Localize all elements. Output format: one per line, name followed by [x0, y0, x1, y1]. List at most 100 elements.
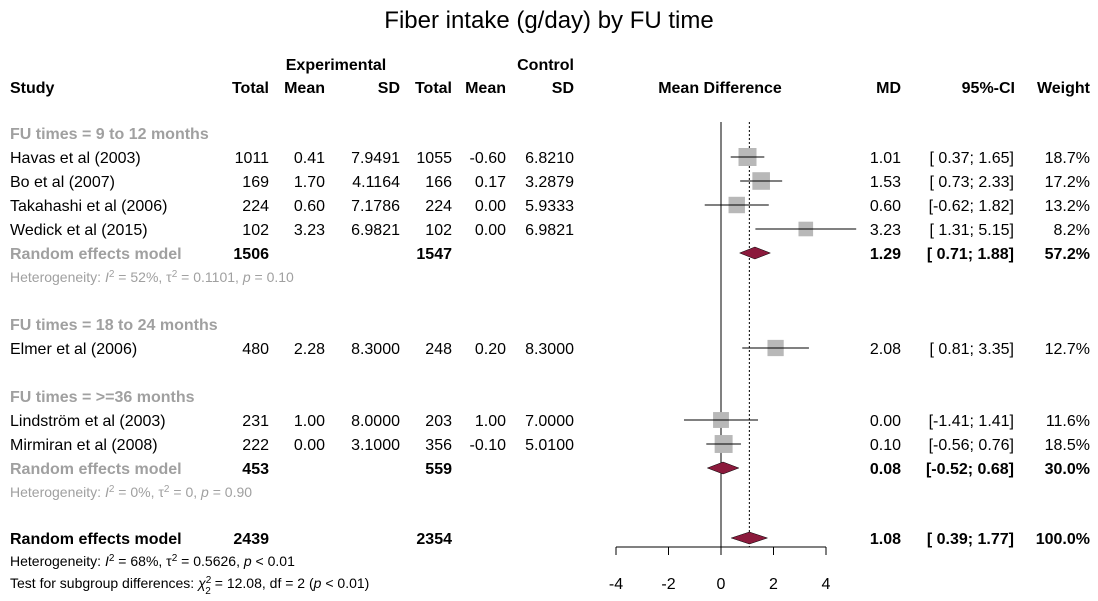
heterogeneity-part: 0.01: [268, 553, 295, 569]
header-md: MD: [876, 80, 901, 97]
heterogeneity-part: 2: [164, 484, 170, 495]
model-label: Random effects model: [10, 531, 182, 548]
ctrl-sd: 5.0100: [525, 437, 574, 454]
subgroup-test-part: 2: [205, 586, 211, 597]
exp-total: 169: [242, 174, 269, 191]
model-ctrl-total: 559: [425, 461, 452, 478]
ctrl-mean: -0.60: [470, 150, 507, 167]
heterogeneity-part: 2: [172, 269, 178, 280]
exp-mean: 0.41: [294, 150, 325, 167]
heterogeneity-part: 68%: [130, 553, 158, 569]
model-md: 0.08: [870, 461, 901, 478]
heterogeneity-part: =: [251, 269, 267, 285]
exp-mean: 0.60: [294, 198, 325, 215]
model-ctrl-total: 1547: [416, 246, 452, 263]
subgroup-test-part: 12.08: [227, 575, 262, 591]
heterogeneity-part: 52%: [130, 269, 158, 285]
heterogeneity-part: 0.90: [225, 484, 252, 500]
heterogeneity-part: p: [200, 484, 209, 500]
heterogeneity-part: 0.5626: [193, 553, 236, 569]
heterogeneity-text: Heterogeneity: I2 = 0%, τ2 = 0, p = 0.90: [10, 484, 252, 501]
subgroup-label: FU times = 9 to 12 months: [10, 126, 209, 143]
heterogeneity-part: Heterogeneity:: [10, 553, 105, 569]
model-ctrl-total: 2354: [416, 531, 452, 548]
ctrl-mean: 1.00: [475, 413, 506, 430]
model-weight: 100.0%: [1036, 531, 1090, 548]
heterogeneity-part: 2: [109, 269, 115, 280]
subgroup-label: FU times = 18 to 24 months: [10, 317, 218, 334]
heterogeneity-part: ,: [236, 553, 244, 569]
chart-title: Fiber intake (g/day) by FU time: [384, 7, 713, 34]
header-ci: 95%-CI: [962, 80, 1015, 97]
md-value: 1.01: [870, 150, 901, 167]
ctrl-total: 224: [425, 198, 452, 215]
heterogeneity-part: Heterogeneity:: [10, 484, 105, 500]
exp-sd: 8.0000: [351, 413, 400, 430]
heterogeneity-part: =: [114, 484, 130, 500]
heterogeneity-part: =: [169, 484, 185, 500]
header-ctrl-total: Total: [415, 80, 452, 97]
ctrl-mean: 0.00: [475, 222, 506, 239]
md-value: 0.00: [870, 413, 901, 430]
ctrl-sd: 3.2879: [525, 174, 574, 191]
ctrl-total: 248: [425, 341, 452, 358]
ctrl-total: 166: [425, 174, 452, 191]
heterogeneity-part: p: [242, 269, 251, 285]
heterogeneity-part: I: [105, 269, 109, 285]
md-value: 3.23: [870, 222, 901, 239]
ci-value: [ 1.31; 5.15]: [929, 222, 1014, 239]
weight-value: 8.2%: [1054, 222, 1090, 239]
study-label: Havas et al (2003): [10, 150, 141, 167]
heterogeneity-text: Heterogeneity: I2 = 52%, τ2 = 0.1101, p …: [10, 269, 294, 286]
model-label: Random effects model: [10, 461, 182, 478]
ci-value: [-0.62; 1.82]: [929, 198, 1014, 215]
heterogeneity-part: 2: [109, 553, 115, 564]
x-tick-label: 2: [769, 576, 778, 593]
header-exp-total: Total: [232, 80, 269, 97]
md-value: 0.60: [870, 198, 901, 215]
ctrl-total: 203: [425, 413, 452, 430]
exp-mean: 3.23: [294, 222, 325, 239]
subgroup-test-part: <: [321, 575, 337, 591]
study-label: Mirmiran et al (2008): [10, 437, 158, 454]
heterogeneity-part: 0%: [130, 484, 150, 500]
subgroup-test-part: p: [313, 575, 322, 591]
heterogeneity-part: =: [177, 553, 193, 569]
exp-total: 1011: [235, 150, 270, 167]
subgroup-test-part: 2: [297, 575, 305, 591]
header-ctrl-sd: SD: [552, 80, 574, 97]
heterogeneity-part: ,: [193, 484, 201, 500]
x-tick-label: 0: [717, 576, 726, 593]
ci-value: [ 0.81; 3.35]: [929, 341, 1014, 358]
md-value: 2.08: [870, 341, 901, 358]
heterogeneity-part: , τ: [158, 553, 172, 569]
subgroup-test-part: (: [305, 575, 314, 591]
x-tick-label: -4: [609, 576, 623, 593]
summary-diamond: [738, 246, 772, 260]
subgroup-test-text: Test for subgroup differences: χ2 2 = 12.…: [10, 575, 369, 597]
heterogeneity-part: 0: [185, 484, 193, 500]
heterogeneity-part: 2: [172, 553, 178, 564]
model-ci: [ 0.71; 1.88]: [927, 246, 1014, 263]
model-label: Random effects model: [10, 246, 182, 263]
heterogeneity-part: ,: [235, 269, 243, 285]
header-study: Study: [10, 80, 55, 97]
subgroup-test-part: , df =: [262, 575, 297, 591]
ctrl-total: 356: [425, 437, 452, 454]
subgroup-test-part: =: [211, 575, 227, 591]
subgroup-test-part: ): [365, 575, 370, 591]
model-md: 1.29: [870, 246, 901, 263]
ctrl-sd: 7.0000: [525, 413, 574, 430]
heterogeneity-text: Heterogeneity: I2 = 68%, τ2 = 0.5626, p …: [10, 553, 295, 570]
model-md: 1.08: [870, 531, 901, 548]
ci-value: [ 0.73; 2.33]: [929, 174, 1014, 191]
model-ci: [ 0.39; 1.77]: [927, 531, 1014, 548]
exp-sd: 6.9821: [351, 222, 400, 239]
exp-sd: 3.1000: [351, 437, 400, 454]
md-value: 1.53: [870, 174, 901, 191]
exp-mean: 0.00: [294, 437, 325, 454]
ctrl-sd: 5.9333: [525, 198, 574, 215]
md-value: 0.10: [870, 437, 901, 454]
ctrl-mean: 0.20: [475, 341, 506, 358]
